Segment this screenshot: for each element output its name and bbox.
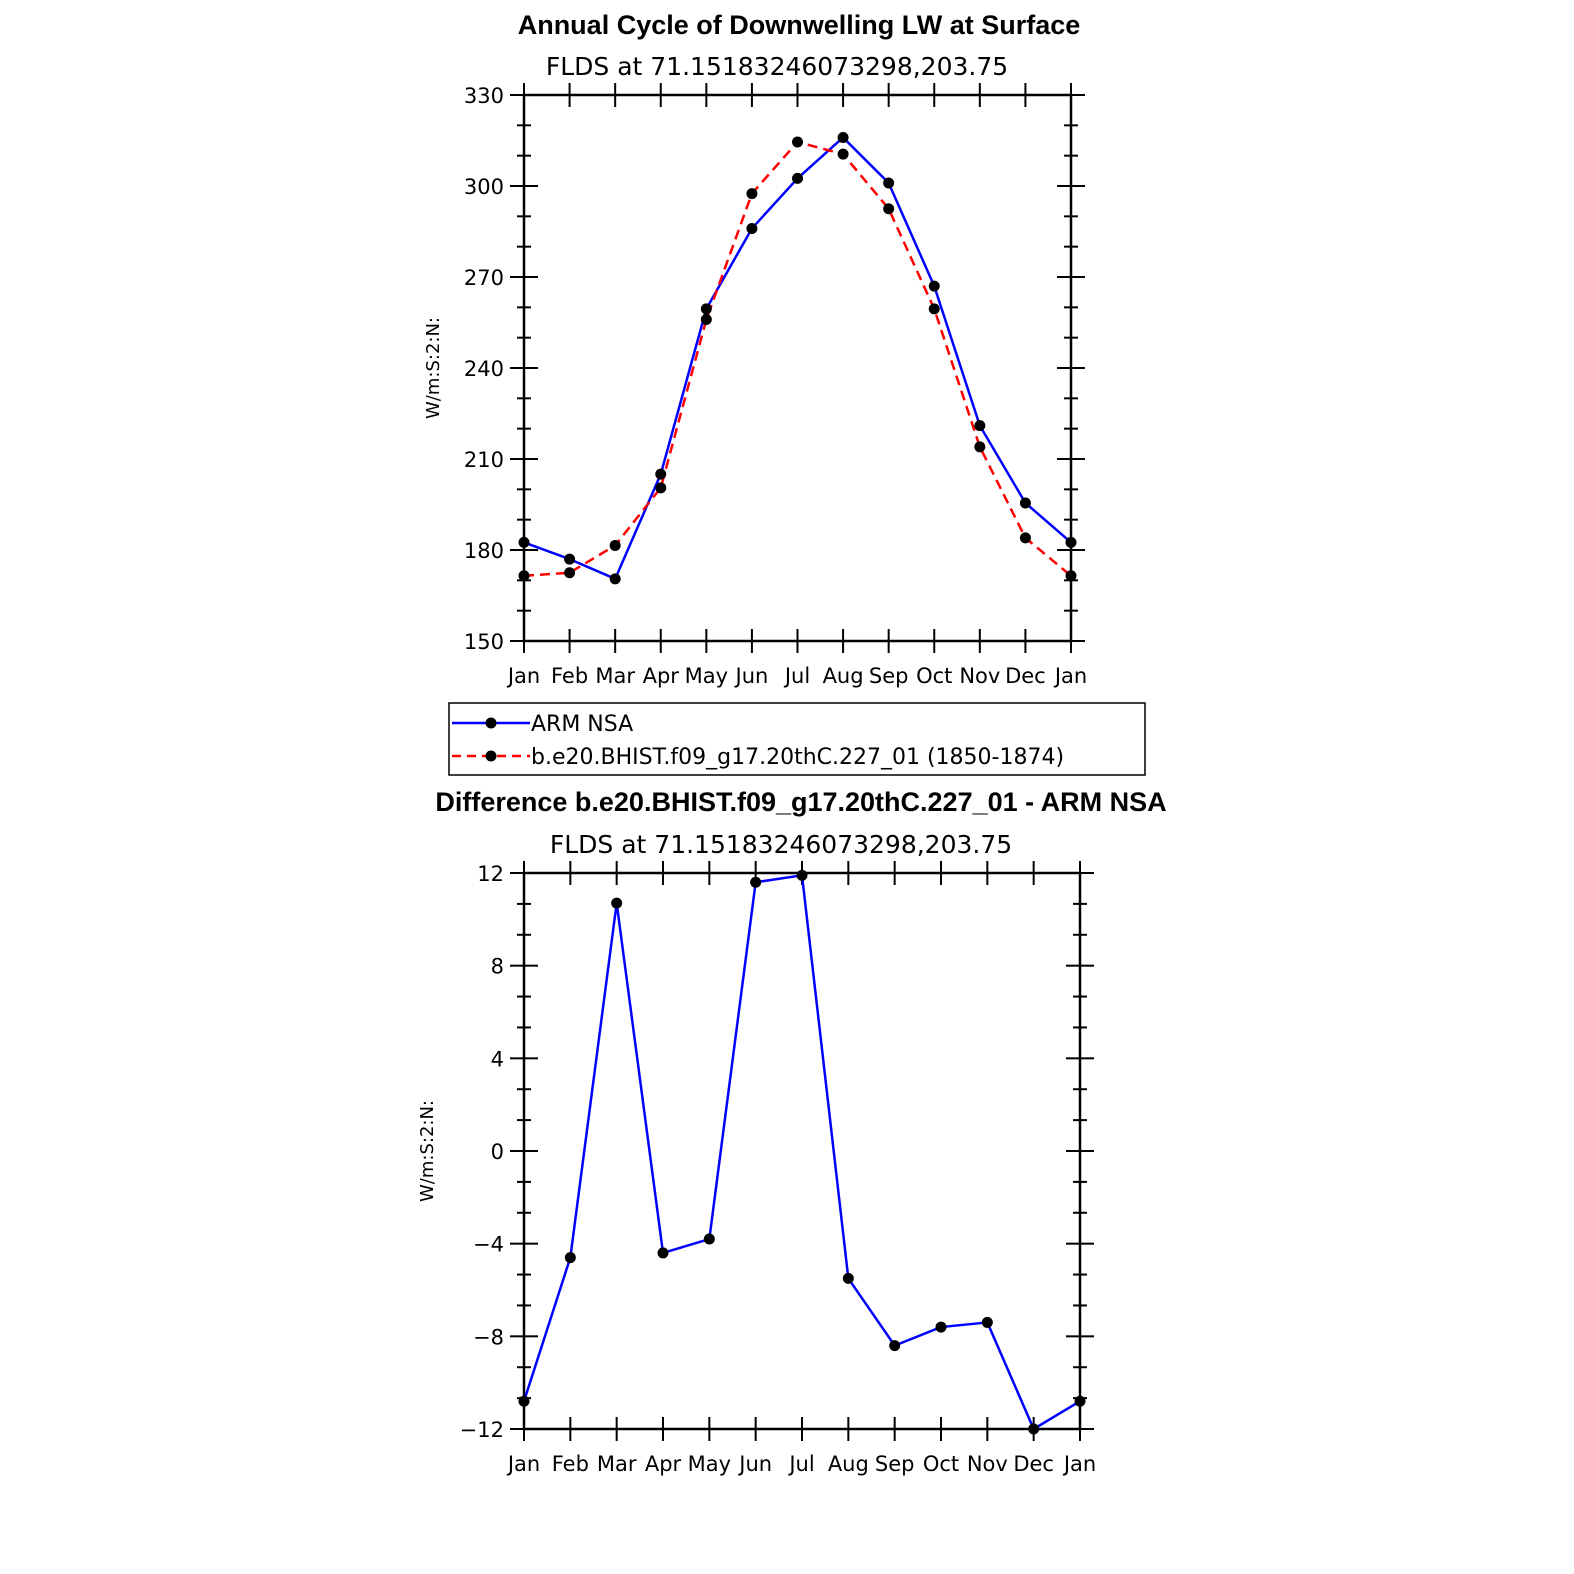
chart2-series-0-point (842, 1272, 854, 1284)
chart2-series-0-point (611, 897, 623, 909)
chart2-subtitle: FLDS at 71.15183246073298,203.75 (550, 830, 1012, 859)
chart1-series-1-point (564, 567, 576, 579)
chart1-xtick-label: Jun (734, 664, 769, 688)
chart2-ytick-label: −12 (460, 1418, 504, 1442)
chart1-xtick-label: Jan (1053, 664, 1087, 688)
chart1-series-0-point (1019, 497, 1031, 509)
chart1-xtick-label: Nov (959, 664, 1000, 688)
chart1-ytick-label: 330 (464, 84, 504, 108)
legend-marker-arm-nsa (485, 717, 497, 729)
chart1-series-0-point (564, 553, 576, 565)
chart1-series-1-point (700, 313, 712, 325)
chart2-ytick-label: 8 (491, 955, 504, 979)
chart1-ytick-label: 240 (464, 357, 504, 381)
chart2-xtick-label: Apr (645, 1452, 682, 1476)
chart2-ytick-label: −4 (473, 1233, 504, 1257)
chart1-series-1-point (883, 203, 895, 215)
chart1-plot: 150 180 210 240 270 300 330 Jan Feb Mar Apr May Jun J… (464, 83, 1087, 688)
legend-marker-model (485, 750, 497, 762)
chart2-title: Difference b.e20.BHIST.f09_g17.20thC.227… (435, 787, 1166, 817)
chart2-xtick-label: Feb (552, 1452, 589, 1476)
chart1-series-0-point (792, 172, 803, 184)
chart1-series-0-point (746, 222, 758, 234)
chart1-series-0-point (700, 303, 712, 315)
chart1-series-0-point (655, 468, 667, 480)
chart2-series-0-point (750, 876, 762, 888)
chart2-xtick-label: Sep (875, 1452, 915, 1476)
chart1-series-1-point (1019, 532, 1031, 544)
chart2-xtick-label: Jul (787, 1452, 814, 1476)
chart2-xtick-label: May (688, 1452, 731, 1476)
chart2-series-0-point (564, 1252, 576, 1264)
chart1-subtitle: FLDS at 71.15183246073298,203.75 (546, 52, 1008, 81)
chart1-series-1-point (792, 136, 803, 148)
chart1-series-1-point (609, 539, 621, 551)
chart1-series-0-point (974, 420, 986, 432)
chart1-xtick-label: Oct (916, 664, 952, 688)
chart2-ylabel: W/m:S:2:N: (417, 1100, 438, 1202)
chart1-series-1-point (974, 441, 986, 453)
chart2-series-0-point (981, 1316, 993, 1328)
chart2-series-0-point (889, 1340, 901, 1352)
chart2-series-0-line (522, 874, 1081, 1431)
chart1-xtick-label: Sep (869, 664, 909, 688)
chart2-xtick-label: Jan (1062, 1452, 1096, 1476)
chart1-series-0-point (928, 280, 940, 292)
chart1-series-1-point (655, 482, 667, 494)
chart1-ytick-label: 180 (464, 539, 504, 563)
chart2-xtick-label: Dec (1013, 1452, 1054, 1476)
chart2-series-0-point (935, 1321, 947, 1333)
chart1-ytick-label: 300 (464, 175, 504, 199)
chart1-series-0-point (518, 536, 530, 548)
chart1-series-1-point (1065, 570, 1077, 582)
legend: ARM NSA b.e20.BHIST.f09_g17.20thC.227_01… (448, 702, 1146, 776)
chart1-xtick-label: Mar (595, 664, 635, 688)
chart1-xtick-label: Dec (1005, 664, 1046, 688)
legend-label-arm-nsa: ARM NSA (531, 712, 633, 737)
chart1-ytick-label: 150 (464, 630, 504, 654)
chart1-series-1-line (523, 140, 1072, 578)
chart2-series-0-point (1074, 1395, 1086, 1407)
chart2-xtick-label: Mar (597, 1452, 637, 1476)
chart1-series-0-line (523, 136, 1072, 581)
chart1-xtick-label: Jan (506, 664, 540, 688)
chart2-xtick-label: Nov (967, 1452, 1008, 1476)
chart2-xtick-label: Jun (737, 1452, 772, 1476)
chart2-xtick-label: Oct (923, 1452, 959, 1476)
chart1-series-1-point (928, 303, 940, 315)
legend-box (448, 702, 1146, 776)
chart2-xtick-label: Aug (828, 1452, 869, 1476)
chart1-series-0-point (1065, 536, 1077, 548)
chart2-series-0-point (657, 1247, 669, 1259)
chart1-series-1-point (837, 148, 849, 160)
chart1-xtick-label: Jul (783, 664, 810, 688)
chart1-xtick-label: Apr (643, 664, 680, 688)
chart1-title: Annual Cycle of Downwelling LW at Surfac… (518, 10, 1081, 40)
chart1-series-1-point (746, 188, 758, 200)
chart1-xtick-label: May (685, 664, 728, 688)
chart2-series-0-point (518, 1395, 530, 1407)
chart2-ytick-label: 0 (491, 1140, 504, 1164)
chart1-ytick-label: 270 (464, 266, 504, 290)
chart2-series-0-point (1028, 1423, 1040, 1435)
chart1-ylabel: W/m:S:2:N: (423, 317, 444, 419)
legend-label-model: b.e20.BHIST.f09_g17.20thC.227_01 (1850-1… (531, 745, 1064, 770)
chart1-series-1-point (518, 570, 530, 582)
chart2-ytick-label: 12 (477, 862, 504, 886)
chart2-ytick-label: −8 (473, 1325, 504, 1349)
chart1-ytick-label: 210 (464, 448, 504, 472)
chart2-plot: −12 −8 −4 0 4 8 12 Jan Feb Mar Apr May Jun Jul Aug Sep O… (460, 861, 1096, 1476)
chart1-xtick-label: Feb (551, 664, 588, 688)
chart1-series-0-point (609, 573, 621, 585)
chart2-ytick-label: 4 (491, 1047, 504, 1071)
chart2-xtick-label: Jan (506, 1452, 540, 1476)
chart2-series-0-point (703, 1233, 715, 1245)
chart1-xtick-label: Aug (823, 664, 864, 688)
chart2-series-0-point (796, 869, 808, 881)
chart1-series-0-point (883, 177, 895, 189)
chart1-series-0-point (837, 131, 849, 143)
